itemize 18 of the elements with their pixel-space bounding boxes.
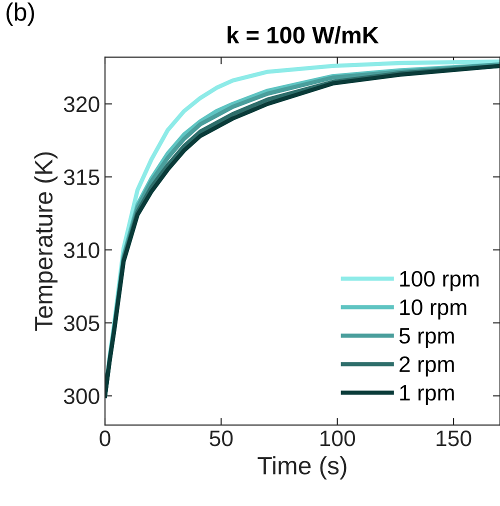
y-tick-label: 310	[64, 242, 100, 258]
legend-label: 10 rpm	[400, 299, 466, 320]
x-tick-label: 0	[100, 430, 110, 446]
legend-label: 100 rpm	[400, 270, 479, 292]
x-axis-title: Time (s)	[258, 456, 346, 480]
x-tick-label: 150	[436, 430, 472, 446]
legend-label: 2 rpm	[400, 356, 454, 377]
text: (b)	[6, 2, 34, 26]
y-axis-title: Temperature (K)	[34, 152, 58, 331]
legend-label: 1 rpm	[400, 385, 454, 406]
x-tick-label: 50	[210, 430, 233, 446]
y-tick-label: 305	[64, 315, 100, 332]
x-tick-label: 100	[320, 430, 356, 446]
chart-title: k = 100 W/mK	[228, 26, 379, 44]
y-tick-label: 315	[64, 169, 100, 186]
y-tick-label: 320	[64, 96, 100, 112]
legend-label: 5 rpm	[399, 328, 454, 348]
y-tick-label: 300	[64, 388, 100, 404]
